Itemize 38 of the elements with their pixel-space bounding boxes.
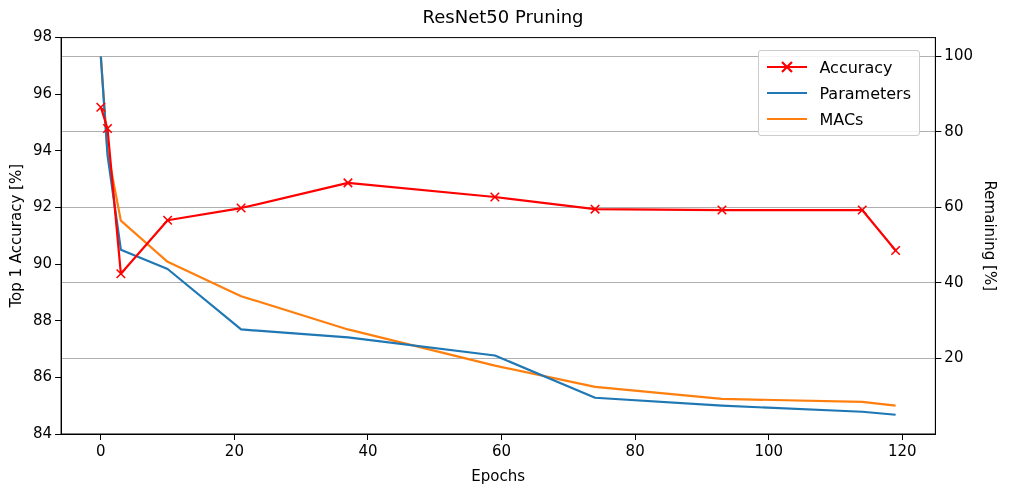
y-tick-label: 88 bbox=[32, 310, 53, 329]
point bbox=[102, 123, 113, 134]
y-tick-label: 96 bbox=[32, 84, 53, 103]
point bbox=[115, 268, 126, 279]
y2-tick-label: 20 bbox=[944, 348, 964, 367]
x-tick-label: 80 bbox=[625, 441, 645, 460]
x-tick-label: 100 bbox=[754, 441, 784, 460]
x-tick-label: 0 bbox=[96, 441, 106, 460]
y2-tick-label: 80 bbox=[944, 121, 964, 140]
point bbox=[590, 204, 601, 215]
x-tick-label: 20 bbox=[224, 441, 244, 460]
y2-axis-title: Remaining [%] bbox=[981, 180, 1000, 291]
chart-title: ResNet50 Pruning bbox=[422, 6, 584, 28]
point bbox=[236, 203, 247, 214]
y2-tick-label: 100 bbox=[944, 46, 974, 65]
y2-tick-label: 40 bbox=[944, 272, 964, 291]
x-axis-title: Epochs bbox=[471, 466, 526, 485]
point bbox=[489, 191, 500, 203]
legend-label: Accuracy bbox=[819, 57, 893, 77]
y-tick-label: 86 bbox=[32, 367, 53, 386]
y-tick-label: 84 bbox=[32, 423, 53, 442]
x-tick-label: 40 bbox=[358, 441, 378, 460]
y-tick-label: 98 bbox=[32, 27, 53, 46]
x-tick-label: 120 bbox=[887, 441, 917, 460]
point bbox=[95, 102, 106, 113]
point bbox=[716, 204, 728, 216]
y2-tick-label: 60 bbox=[944, 197, 964, 216]
y-tick-label: 90 bbox=[32, 254, 53, 272]
point bbox=[857, 204, 868, 216]
point bbox=[162, 215, 173, 226]
y-axis-title: Top 1 Accuracy [%] bbox=[6, 164, 25, 309]
y-tick-label: 94 bbox=[32, 140, 53, 159]
legend-label: MACs bbox=[819, 109, 864, 129]
point bbox=[890, 245, 901, 256]
legend-label: Parameters bbox=[819, 83, 911, 103]
x-tick-label: 60 bbox=[492, 441, 512, 460]
point bbox=[342, 177, 353, 188]
y-tick-label: 92 bbox=[32, 197, 53, 216]
